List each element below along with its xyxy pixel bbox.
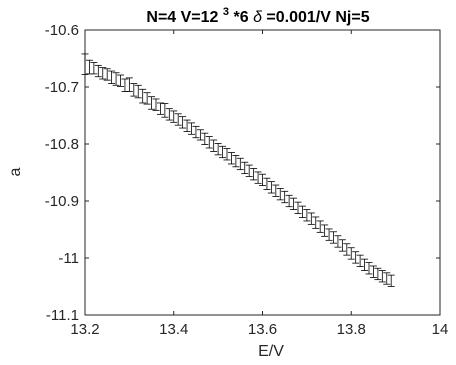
- data-point: [298, 205, 306, 218]
- data-point: [130, 83, 138, 97]
- x-axis-ticks: 13.2 13.4 13.6 13.8 14: [70, 30, 448, 338]
- data-point: [378, 270, 386, 283]
- data-point: [352, 251, 360, 264]
- y-tick-label: -11.1: [46, 307, 79, 324]
- data-point: [183, 119, 191, 132]
- data-point: [94, 64, 102, 78]
- data-point: [232, 154, 240, 168]
- data-point: [108, 70, 116, 84]
- data-point: [361, 258, 369, 271]
- data-point: [112, 72, 120, 86]
- data-point: [347, 247, 355, 260]
- data-point: [156, 102, 164, 115]
- data-point: [210, 139, 218, 152]
- data-point: [165, 108, 173, 121]
- data-point: [188, 122, 195, 135]
- chart-title-part2: *6: [233, 9, 253, 26]
- chart-title-part3: =0.001/V Nj=5: [266, 9, 369, 26]
- data-point: [383, 272, 391, 285]
- data-point: [312, 216, 320, 229]
- data-point: [294, 201, 302, 214]
- y-tick-label: -10.6: [45, 22, 79, 39]
- chart-title-delta: δ: [253, 9, 263, 26]
- data-point: [219, 145, 227, 159]
- data-point: [245, 164, 253, 177]
- data-point: [259, 173, 266, 187]
- chart-title-superscript: 3: [223, 6, 229, 18]
- data-point: [369, 265, 377, 278]
- data-point: [276, 188, 284, 201]
- data-point: [241, 161, 249, 175]
- data-point: [316, 220, 324, 233]
- data-point: [125, 77, 133, 92]
- y-tick-label: -11: [58, 250, 79, 267]
- x-tick-label: 13.6: [248, 321, 277, 338]
- data-point: [179, 116, 187, 129]
- x-tick-label: 13.2: [70, 321, 99, 338]
- data-point: [139, 88, 147, 104]
- data-point: [148, 96, 156, 110]
- data-point: [174, 113, 182, 126]
- data-point: [161, 103, 169, 118]
- data-point: [205, 136, 213, 149]
- x-tick-label: 14: [432, 321, 449, 338]
- x-tick-label: 13.8: [337, 321, 366, 338]
- data-point: [330, 231, 337, 244]
- data-point: [99, 67, 107, 80]
- data-point: [343, 243, 351, 256]
- data-point: [272, 184, 280, 197]
- data-point: [281, 190, 289, 204]
- data-point: [365, 262, 373, 275]
- data-point: [250, 168, 258, 181]
- data-point: [134, 84, 142, 99]
- plot-area: [84, 29, 441, 316]
- y-tick-label: -10.7: [45, 79, 79, 96]
- data-point: [170, 110, 178, 123]
- data-point: [356, 254, 364, 267]
- y-tick-label: -10.8: [45, 136, 79, 153]
- chart-title-part1: N=4 V=12: [146, 9, 218, 26]
- data-point: [196, 129, 204, 141]
- data-point: [223, 148, 231, 161]
- data-point: [90, 62, 98, 75]
- data-point: [303, 209, 311, 222]
- data-point: [263, 177, 271, 191]
- data-point: [387, 274, 395, 287]
- data-point: [236, 157, 244, 171]
- y-axis-ticks: -10.6 -10.7 -10.8 -10.9 -11 -11.1: [45, 22, 440, 324]
- data-point: [227, 152, 235, 165]
- data-point: [117, 74, 124, 87]
- x-axis-label: E/V: [258, 343, 284, 360]
- y-tick-label: -10.9: [45, 193, 79, 210]
- chart-title: N=4 V=12 3 *6 δ =0.001/V Nj=5: [146, 2, 369, 26]
- data-point: [321, 224, 329, 237]
- data-point: [81, 53, 89, 75]
- data-point: [143, 92, 151, 105]
- data-point: [254, 171, 262, 184]
- data-point: [152, 98, 160, 111]
- plot-frame: [84, 29, 441, 316]
- data-point: [307, 212, 315, 225]
- data-point: [201, 132, 209, 145]
- data-point: [103, 68, 111, 81]
- data-point: [121, 78, 129, 92]
- error-bars: [81, 53, 395, 287]
- data-point: [285, 194, 293, 208]
- data-point: [214, 143, 222, 156]
- data-point: [192, 125, 200, 139]
- data-point: [334, 235, 342, 248]
- data-point: [325, 228, 333, 241]
- y-axis-label: a: [7, 167, 24, 176]
- data-point: [338, 239, 346, 252]
- data-point: [290, 197, 298, 210]
- data-point: [267, 181, 275, 194]
- data-point: [374, 267, 382, 281]
- x-tick-label: 13.4: [159, 321, 188, 338]
